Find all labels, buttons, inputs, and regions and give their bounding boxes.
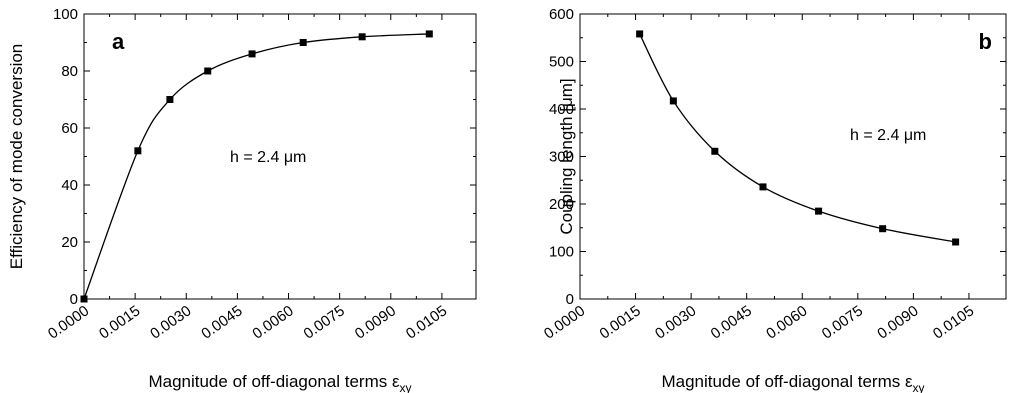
panel-a-y-tick-label: 60 (61, 120, 78, 137)
panel-a-data-point (425, 30, 433, 38)
panel-b-x-tick-label: 0.0000 (541, 302, 588, 342)
panel-a-y-tick-label: 20 (61, 234, 78, 251)
panel-b-y-axis-label: Coupling length [μm] (557, 78, 576, 234)
panel-a-x-tick-label: 0.0030 (147, 302, 194, 342)
panel-b-x-tick-label: 0.0090 (874, 302, 921, 342)
panel-b-data-point (879, 225, 887, 233)
panel-a-letter: a (112, 29, 125, 54)
panel-a-y-tick-label: 40 (61, 177, 78, 194)
panel-a-data-point (299, 39, 307, 46)
panel-a-data-point (80, 295, 88, 303)
panel-b-x-tick-label: 0.0045 (708, 302, 755, 342)
panel-a-annotation: h = 2.4 μm (230, 149, 306, 166)
panel-b-data-point (815, 207, 823, 215)
panel-b-x-tick-label: 0.0030 (652, 302, 699, 342)
panel-b-letter: b (979, 29, 992, 54)
panel-b-plot-frame (579, 13, 1007, 300)
panel-a-y-axis-label: Efficiency of mode conversion (7, 44, 26, 270)
panel-a-series-line (83, 33, 430, 300)
panel-a-y-tick-label: 80 (61, 63, 78, 80)
panel-a-x-tick-label: 0.0015 (96, 302, 143, 342)
panel-b-x-tick-label: 0.0060 (763, 302, 810, 342)
panel-a-x-tick-label: 0.0060 (249, 302, 296, 342)
panel-b-x-axis-label: Magnitude of off-diagonal terms εxy (661, 372, 924, 393)
panel-a-data-point (134, 147, 142, 155)
panel-b-x-tick-label: 0.0015 (597, 302, 644, 342)
panel-b-data-point (759, 183, 767, 191)
panel-b-y-tick-label: 100 (549, 244, 574, 261)
panel-b-y-tick-label: 300 (549, 149, 574, 166)
panel-b-annotation: h = 2.4 μm (850, 127, 926, 144)
panel-b-x-tick-label: 0.0075 (819, 302, 866, 342)
panel-a-y-tick-label: 100 (53, 6, 78, 23)
panel-b-data-point (952, 238, 960, 246)
panel-a-data-point (204, 67, 212, 75)
panel-a-y-tick-label: 0 (70, 291, 78, 308)
panel-b-y-tick-label: 600 (549, 6, 574, 23)
panel-a-data-point (248, 50, 256, 58)
panel-b-y-tick-label: 200 (549, 196, 574, 213)
panel-b-data-point (669, 97, 677, 105)
panel-b-data-point (636, 30, 644, 38)
panel-a-data-point (166, 96, 174, 103)
panel-a-x-axis-label: Magnitude of off-diagonal terms εxy (148, 372, 411, 393)
panel-b-y-tick-label: 400 (549, 101, 574, 118)
panel-a-x-tick-label: 0.0105 (403, 302, 450, 342)
panel-b-x-tick-label: 0.0105 (930, 302, 977, 342)
panel-b-data-point (711, 147, 719, 155)
panel-a-x-tick-label: 0.0090 (352, 302, 399, 342)
panel-b-y-tick-label: 500 (549, 54, 574, 71)
panel-a-data-point (358, 33, 366, 41)
panel-a-x-tick-label: 0.0045 (198, 302, 245, 342)
panel-a-x-tick-label: 0.0075 (301, 302, 348, 342)
panel-a-x-tick-label: 0.0000 (45, 302, 92, 342)
panel-b-y-tick-label: 0 (566, 291, 574, 308)
